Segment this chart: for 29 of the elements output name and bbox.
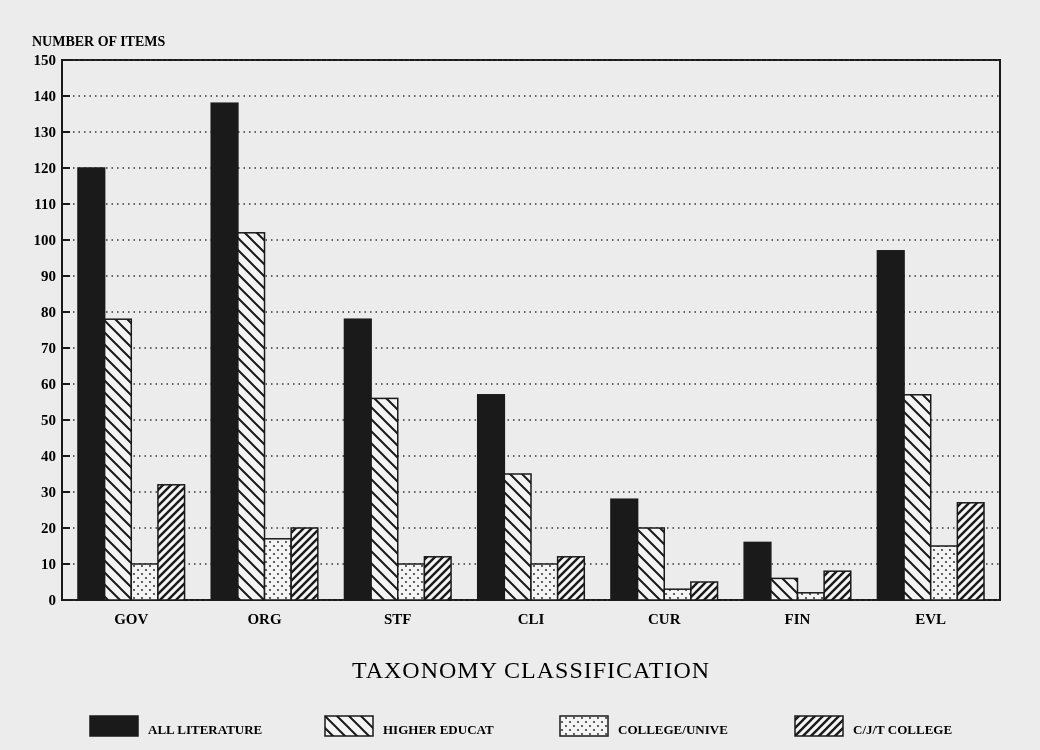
y-tick-label: 100 (33, 232, 56, 249)
y-tick-label: 90 (41, 268, 56, 285)
x-tick-label: GOV (114, 611, 149, 627)
y-tick-label: 140 (33, 88, 56, 105)
x-tick-label: STF (384, 611, 412, 627)
legend-label: HIGHER EDUCAT (383, 721, 494, 737)
y-tick-label: 30 (41, 484, 56, 501)
y-tick-label: 120 (33, 160, 56, 177)
legend-label: ALL LITERATURE (148, 721, 263, 737)
y-tick-label: 10 (41, 556, 56, 573)
legend-label: C/J/T COLLEGE (853, 721, 953, 737)
y-tick-label: 60 (41, 376, 56, 393)
x-tick-label: ORG (247, 611, 282, 627)
y-tick-label: 150 (33, 52, 56, 69)
x-axis-title: TAXONOMY CLASSIFICATION (351, 657, 711, 683)
y-tick-label: 130 (33, 124, 56, 141)
y-tick-label: 70 (41, 340, 56, 357)
y-tick-label: 40 (41, 448, 56, 465)
y-tick-label: 50 (41, 412, 56, 429)
x-tick-label: CUR (647, 611, 681, 627)
y-axis-title: NUMBER OF ITEMS (32, 34, 166, 49)
x-tick-label: EVL (915, 611, 947, 627)
y-tick-label: 20 (41, 520, 56, 537)
legend-label: COLLEGE/UNIVE (618, 721, 728, 737)
y-tick-label: 110 (34, 196, 56, 213)
x-tick-label: CLI (517, 611, 545, 627)
y-tick-label: 80 (41, 304, 56, 321)
x-tick-label: FIN (784, 611, 811, 627)
y-tick-label: 0 (48, 592, 56, 609)
